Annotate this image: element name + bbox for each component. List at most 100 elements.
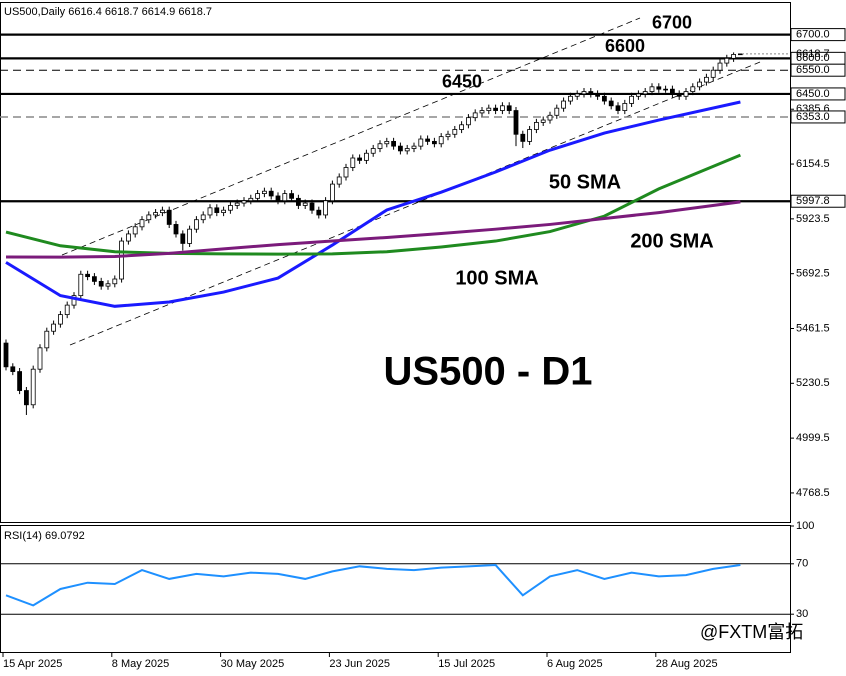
candle-body bbox=[561, 100, 566, 109]
candle-body bbox=[241, 200, 247, 204]
candle-body bbox=[697, 81, 702, 88]
candle-body bbox=[683, 91, 689, 97]
candle-body bbox=[282, 193, 288, 202]
candle-body bbox=[78, 273, 84, 297]
candle-body bbox=[425, 138, 431, 142]
candle-body bbox=[540, 119, 546, 123]
candle-body bbox=[615, 105, 621, 111]
candle-body bbox=[574, 93, 580, 97]
x-tick-label: 8 May 2025 bbox=[112, 658, 169, 670]
main-panel bbox=[0, 2, 791, 523]
level-label-box bbox=[790, 110, 846, 124]
header: US500,Daily 6616.4 6618.7 6614.9 6618.7 bbox=[4, 6, 212, 18]
candle-body bbox=[486, 107, 492, 111]
x-tick-label: 15 Jul 2025 bbox=[438, 658, 495, 670]
candle-body bbox=[452, 129, 458, 135]
sma-line bbox=[5, 200, 741, 259]
candle-body bbox=[200, 214, 206, 221]
candle-body bbox=[126, 233, 131, 242]
candle-body bbox=[527, 129, 532, 142]
candle-body bbox=[459, 124, 465, 130]
candle-body bbox=[261, 190, 267, 194]
level-label: 6550.0 bbox=[796, 64, 830, 76]
candle-body bbox=[520, 133, 526, 142]
candle-body bbox=[670, 88, 675, 95]
candle-body bbox=[10, 366, 16, 372]
level-label: 6600.0 bbox=[796, 52, 830, 64]
candle-body bbox=[588, 91, 594, 95]
candle-body bbox=[3, 342, 9, 368]
candle-body bbox=[350, 157, 356, 168]
candle-body bbox=[132, 226, 138, 235]
series-label: 50 SMA bbox=[549, 171, 621, 193]
x-tick-label: 6 Aug 2025 bbox=[547, 658, 603, 670]
x-tick-label: 15 Apr 2025 bbox=[3, 658, 62, 670]
candle-body bbox=[71, 295, 77, 306]
candle-body bbox=[323, 200, 329, 216]
candle-body bbox=[17, 371, 23, 391]
candle-body bbox=[731, 54, 736, 59]
candle-body bbox=[363, 152, 369, 161]
level-label: 5997.8 bbox=[796, 195, 830, 207]
rsi-line bbox=[5, 563, 741, 607]
candle-body bbox=[636, 93, 641, 97]
candle-body bbox=[608, 100, 614, 107]
candle-body bbox=[207, 207, 213, 216]
candle-body bbox=[506, 105, 512, 111]
candle-body bbox=[23, 390, 29, 406]
level-label: 6353.0 bbox=[796, 111, 830, 123]
candle-body bbox=[58, 314, 63, 325]
y-tick-label: 5461.5 bbox=[796, 322, 830, 334]
candle-body bbox=[499, 105, 505, 111]
candle-body bbox=[289, 193, 295, 199]
candle-body bbox=[411, 145, 417, 149]
candle-body bbox=[472, 112, 478, 119]
candle-body bbox=[602, 95, 607, 102]
candle-body bbox=[581, 91, 587, 95]
series-label: 100 SMA bbox=[455, 267, 538, 289]
candle-body bbox=[193, 219, 199, 230]
candle-body bbox=[357, 157, 363, 161]
candle-body bbox=[44, 330, 50, 349]
candle-body bbox=[568, 95, 573, 102]
y-tick-label: 5230.5 bbox=[796, 377, 830, 389]
candle-body bbox=[112, 278, 118, 285]
candle-body bbox=[295, 197, 301, 206]
candle-body bbox=[445, 133, 451, 138]
level-label-box bbox=[790, 87, 846, 101]
candle-body bbox=[438, 136, 444, 145]
candle-body bbox=[336, 176, 342, 185]
candle-body bbox=[221, 209, 227, 213]
candle-body bbox=[704, 76, 709, 83]
candle-body bbox=[724, 57, 730, 64]
level-annotation: 6450 bbox=[442, 72, 482, 92]
symbol: US500,Daily bbox=[4, 6, 66, 18]
candle-body bbox=[248, 197, 254, 202]
candle-body bbox=[146, 214, 152, 221]
candle-body bbox=[622, 103, 628, 111]
candle-body bbox=[119, 240, 124, 280]
candle-body bbox=[30, 368, 36, 406]
candle-body bbox=[343, 167, 349, 178]
candle-body bbox=[153, 212, 159, 216]
candle-body bbox=[268, 190, 274, 197]
candle-body bbox=[275, 195, 281, 202]
level-label-box bbox=[790, 194, 846, 208]
candle-body bbox=[676, 93, 682, 97]
rsi-panel bbox=[0, 525, 791, 653]
candle-body bbox=[302, 202, 308, 206]
candle-body bbox=[227, 205, 233, 211]
candle-body bbox=[465, 117, 471, 126]
candle-body bbox=[51, 323, 56, 332]
y-tick-label: 30 bbox=[796, 608, 808, 620]
candle-body bbox=[370, 148, 376, 154]
candle-body bbox=[595, 93, 600, 97]
candle-body bbox=[329, 183, 335, 202]
candle-body bbox=[187, 228, 193, 244]
candle-body bbox=[547, 114, 553, 121]
candle-body bbox=[214, 207, 220, 213]
candle-body bbox=[384, 140, 390, 145]
watermark: @FXTM富拓 bbox=[700, 622, 803, 642]
candle-body bbox=[710, 69, 716, 78]
candle-body bbox=[554, 107, 560, 116]
